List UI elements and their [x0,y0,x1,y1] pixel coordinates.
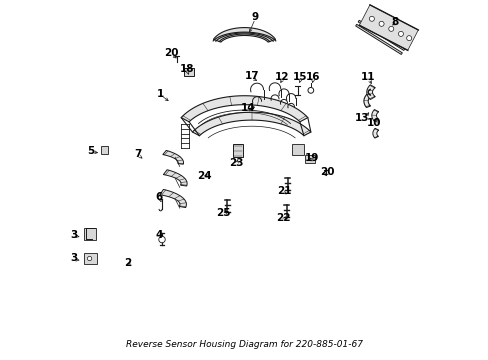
Polygon shape [160,189,186,208]
Bar [355,24,402,54]
Text: Reverse Sensor Housing Diagram for 220-885-01-67: Reverse Sensor Housing Diagram for 220-8… [126,339,362,348]
Text: 25: 25 [216,208,230,218]
Text: 16: 16 [305,72,319,82]
Polygon shape [372,128,378,138]
Text: 15: 15 [292,72,306,82]
Bar [183,68,193,76]
Text: 18: 18 [180,64,194,74]
Text: 3: 3 [70,253,78,263]
Text: 1: 1 [156,89,163,99]
Text: 11: 11 [360,72,375,82]
Circle shape [406,36,411,41]
Polygon shape [371,109,378,121]
Bar [84,228,96,240]
Bar [305,155,314,163]
Circle shape [398,31,403,36]
Text: 4: 4 [155,230,163,239]
Text: 14: 14 [240,103,255,113]
Polygon shape [366,85,375,99]
Circle shape [159,236,165,243]
Text: 20: 20 [163,48,178,58]
Text: 22: 22 [275,213,290,222]
Text: 21: 21 [276,186,290,197]
Bar [232,144,243,157]
Polygon shape [363,93,371,108]
Text: 2: 2 [124,258,131,268]
Bar [291,144,304,155]
Text: 10: 10 [366,118,381,128]
Polygon shape [213,28,275,42]
Circle shape [307,87,313,93]
Circle shape [248,105,253,110]
Bar [357,20,404,50]
Polygon shape [163,150,183,164]
Polygon shape [192,112,310,136]
Bar [101,146,107,154]
Circle shape [388,26,393,31]
Text: 6: 6 [155,192,163,202]
Text: 8: 8 [391,17,398,27]
Polygon shape [359,5,417,50]
Circle shape [378,21,383,26]
Text: 13: 13 [354,113,368,123]
Text: 17: 17 [244,71,259,81]
Circle shape [368,16,374,21]
Text: 23: 23 [228,158,243,168]
Text: 20: 20 [319,167,333,177]
Bar [84,253,97,264]
Polygon shape [181,96,307,122]
Text: 19: 19 [304,153,319,163]
Text: 9: 9 [251,12,258,22]
Polygon shape [163,170,187,186]
Text: 12: 12 [274,72,289,82]
Text: 3: 3 [70,230,78,239]
Text: 7: 7 [134,149,141,159]
Circle shape [87,256,92,261]
Text: 5: 5 [87,145,95,156]
Text: 24: 24 [197,171,211,181]
